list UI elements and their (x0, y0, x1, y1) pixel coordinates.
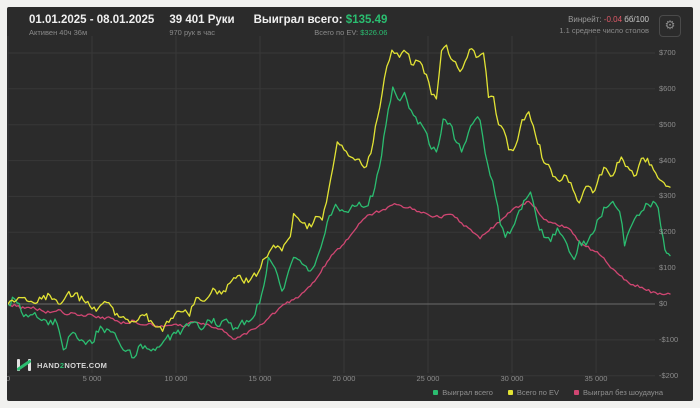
legend-color-dot (433, 390, 439, 395)
won-value: $135.49 (345, 14, 388, 26)
hand2note-logo-text: HAND2NOTE.COM (37, 360, 108, 370)
ev-label: Всего по EV: (314, 28, 359, 37)
avg-tables: 1.1 среднее число столов (559, 26, 649, 35)
y-tick-label: $200 (659, 227, 676, 236)
x-tick-label: 30 000 (500, 374, 524, 383)
report-header: 01.01.2025 - 08.01.2025 Активен 40ч 36м … (7, 7, 693, 45)
date-range: 01.01.2025 - 08.01.2025 (29, 14, 155, 26)
hand2note-logo: HAND2NOTE.COM (16, 358, 107, 372)
winnings-stat: Выиграл всего: $135.49 Всего по EV: $326… (254, 14, 388, 38)
legend-label: Всего по EV (516, 388, 559, 397)
y-tick-label: $600 (659, 84, 676, 93)
legend-color-dot (574, 390, 579, 395)
active-time: Активен 40ч 36м (29, 28, 88, 37)
y-tick-label: $0 (659, 299, 668, 308)
won-label: Выиграл всего: (253, 14, 343, 26)
y-tick-label: -$200 (659, 371, 679, 380)
series-line (8, 44, 671, 332)
winrate-unit: бб/100 (624, 15, 649, 24)
ev-value: $326.06 (360, 28, 388, 37)
legend-item[interactable]: Выиграл без шоудауна (574, 388, 663, 397)
x-tick-label: 5 000 (82, 374, 102, 383)
session-report-panel: $700 $600 $500 $400 $300 $200 $100 $0 -$100 -$200… (7, 7, 693, 401)
x-tick-label: 10 000 (164, 374, 188, 383)
settings-button[interactable]: ⚙ (659, 15, 681, 37)
y-tick-label: $700 (659, 48, 676, 57)
y-tick-label: -$100 (659, 335, 679, 344)
winrate-stat: Винрейт: -0.04 бб/100 1.1 среднее число … (559, 14, 649, 36)
y-tick-label: $100 (659, 263, 676, 272)
gear-icon: ⚙ (664, 18, 676, 32)
x-tick-label: 35 000 (584, 374, 608, 383)
hands-per-hour: 970 рук в час (169, 28, 216, 37)
x-tick-label: 25 000 (416, 374, 440, 383)
series-line (8, 86, 671, 359)
legend-label: Выиграл без шоудауна (583, 388, 663, 397)
legend-color-dot (507, 390, 513, 395)
hands-count: 39 401 Руки (169, 14, 235, 26)
x-tick-label: 20 000 (332, 374, 356, 383)
chart-legend: Выиграл всего Всего по EV Выиграл без шоуд… (433, 388, 663, 397)
x-tick-label: 15 000 (248, 374, 272, 383)
winrate-label: Винрейт: (568, 15, 602, 24)
series-line (8, 200, 671, 340)
legend-label: Выиграл всего (442, 388, 493, 397)
legend-item[interactable]: Всего по EV (507, 388, 559, 397)
y-tick-label: $300 (659, 191, 676, 200)
winrate-value: -0.04 (603, 15, 623, 24)
y-tick-label: $500 (659, 120, 676, 129)
equity-chart[interactable] (7, 7, 693, 401)
legend-item[interactable]: Выиграл всего (433, 388, 493, 397)
hands-stat: 39 401 Руки 970 рук в час (169, 14, 234, 38)
hand2note-logo-icon (17, 359, 31, 371)
y-tick-label: $400 (659, 156, 676, 165)
x-tick-label: 0 (7, 374, 11, 383)
date-range-stat: 01.01.2025 - 08.01.2025 Активен 40ч 36м (29, 14, 154, 38)
